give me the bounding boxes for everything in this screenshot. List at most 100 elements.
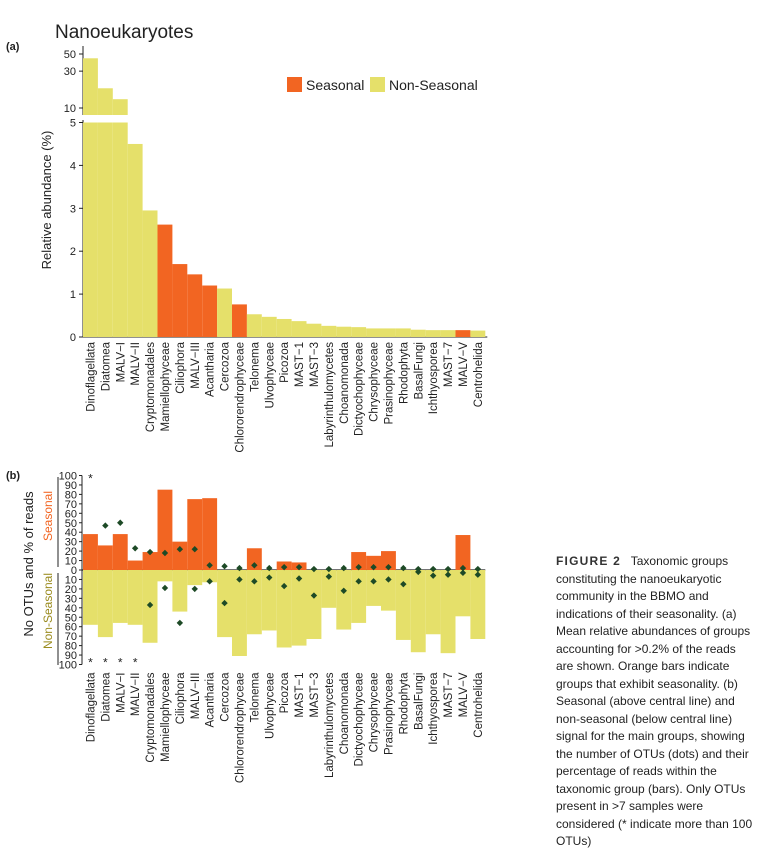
panel-b-x-label-picozoa: Picozoa <box>279 672 291 714</box>
panel-b-tick-label: 90 <box>65 480 77 492</box>
otu-dot-seasonal-malv-i <box>117 519 124 526</box>
panel-a-bars <box>83 58 486 337</box>
legend: Seasonal Non-Seasonal <box>287 77 478 93</box>
bar-ichthyosporea <box>425 330 441 337</box>
bar-cryptomonadales <box>142 210 158 337</box>
bar-dinoflagellata-upper <box>83 58 98 115</box>
nonseasonal-bar-mast-1 <box>291 570 307 646</box>
panel-a-x-label-malv-i: MALV−I <box>115 342 127 382</box>
panel-a-tick-label: 3 <box>70 203 76 215</box>
bar-acantharia <box>202 285 218 337</box>
nonseasonal-bar-picozoa <box>276 570 292 648</box>
bar-choanomonada <box>336 326 352 337</box>
panel-b-x-label-chrysophyceae: Chrysophyceae <box>369 673 381 753</box>
panel-a-x-label-mast-7: MAST−7 <box>443 342 455 387</box>
panel-b-tick-label: 10 <box>65 556 77 568</box>
nonseasonal-bar-malv-ii <box>127 570 143 625</box>
nonseasonal-bar-acantharia <box>202 570 218 583</box>
nonseasonal-bar-centrohelida <box>470 570 486 639</box>
nonseasonal-bar-dinoflagellata <box>83 570 98 625</box>
otu-dot-nonseasonal-telonema <box>251 578 258 585</box>
panel-a-tick-label: 1 <box>70 289 76 301</box>
otu-dot-nonseasonal-acantharia <box>206 578 213 585</box>
figure-title: Nanoeukaryotes <box>55 22 193 43</box>
bar-malv-i <box>112 122 128 337</box>
seasonal-bar-mamiellophyceae <box>157 489 173 570</box>
bar-cercozoa <box>217 288 232 337</box>
panel-b-x-label-centrohelida: Centrohelida <box>473 672 485 738</box>
panel-a-x-label-mamiellophyceae: Mamiellophyceae <box>160 342 172 432</box>
panel-a-x-label-ciliophora: Ciliophora <box>175 341 187 393</box>
panel-b-tick-label: 60 <box>65 508 77 520</box>
panel-b-otu-dots <box>102 519 482 627</box>
panel-b-tick-label: 80 <box>65 489 77 501</box>
otu-dot-nonseasonal-chrysophyceae <box>370 578 377 585</box>
panel-b-bars <box>83 489 486 656</box>
otu-dot-seasonal-cryptomonadales <box>146 548 154 556</box>
nonseasonal-bar-dictyochophyceae <box>351 570 367 623</box>
panel-b-y-axis-label: No OTUs and % of reads <box>21 491 36 637</box>
otu-dot-nonseasonal-dictyochophyceae <box>355 578 362 585</box>
panel-b-x-label-cryptomonadales: Cryptomonadales <box>145 672 157 762</box>
panel-b-tick-label: 80 <box>65 641 77 653</box>
nonseasonal-bar-prasinophyceae <box>381 570 396 611</box>
bar-ulvophyceae <box>261 316 277 337</box>
otu-dot-nonseasonal-cryptomonadales <box>146 601 154 609</box>
otu-dot-seasonal-malv-iii <box>191 546 198 553</box>
panel-a-x-label-mast-3: MAST−3 <box>309 342 321 387</box>
otu-dot-nonseasonal-prasinophyceae <box>385 576 392 583</box>
panel-a-x-label-choanomonada: Choanomonada <box>339 341 351 423</box>
bar-picozoa <box>276 318 292 337</box>
bar-diatomea <box>97 122 113 337</box>
caption-text: Taxonomic groups constituting the nanoeu… <box>556 554 753 848</box>
seasonal-bar-prasinophyceae <box>381 551 396 570</box>
otu-dot-seasonal-cercozoa <box>221 563 228 570</box>
bar-centrohelida <box>470 330 486 337</box>
seasonal-bar-chrysophyceae <box>366 555 381 570</box>
panel-b-tick-label: 100 <box>59 471 77 483</box>
otu-dot-nonseasonal-mast-7 <box>444 571 452 578</box>
bar-mast-1 <box>291 321 307 337</box>
panel-b-tick-label: 30 <box>65 593 77 605</box>
panel-b-tick-label: 20 <box>65 584 77 596</box>
otu-dot-nonseasonal-ichthyosporea <box>429 572 437 579</box>
seasonal-bar-malv-v <box>455 535 471 570</box>
panel-b-x-tick-labels: Dinoflagellata Diatomea MALV−I MALV−II Crypt… <box>85 672 484 783</box>
panel-a-x-label-dinoflagellata: Dinoflagellata <box>85 341 97 411</box>
panel-b-tick-label: 100 <box>59 660 77 672</box>
otu-dot-seasonal-malv-v <box>459 564 467 572</box>
otu-dot-seasonal-dictyochophyceae <box>355 563 362 571</box>
seasonal-bar-malv-i <box>112 534 128 570</box>
bar-malv-iii <box>187 274 203 337</box>
bar-labyrinthulomycetes <box>321 325 337 337</box>
panel-b-tick-label: 90 <box>65 650 77 662</box>
panel-b-tick-label: 70 <box>65 499 77 511</box>
star-seasonal-dinoflagellata: * <box>88 472 93 486</box>
panel-b-stars: * * * * * <box>88 472 138 670</box>
bar-rhodophyta <box>395 328 411 337</box>
panel-b-x-label-mast-3: MAST−3 <box>309 673 321 718</box>
bar-ciliophora <box>172 264 188 337</box>
panel-a-x-label-chlororendrophyceae: Chlororendrophyceae <box>234 342 246 453</box>
star-nonseasonal-diatomea: * <box>103 656 108 670</box>
otu-dot-seasonal-diatomea <box>102 522 109 529</box>
panel-b-x-label-mamiellophyceae: Mamiellophyceae <box>160 673 172 763</box>
panel-a-x-label-dictyochophyceae: Dictyochophyceae <box>354 342 366 436</box>
seasonal-bar-ciliophora <box>172 541 188 570</box>
otu-dot-seasonal-chrysophyceae <box>370 563 377 571</box>
nonseasonal-bar-ulvophyceae <box>261 570 277 631</box>
panel-b-tick-label: 40 <box>65 603 77 615</box>
panel-b-x-label-cercozoa: Cercozoa <box>220 672 232 722</box>
panel-b-x-label-dictyochophyceae: Dictyochophyceae <box>354 673 366 767</box>
seasonal-bar-dinoflagellata <box>83 534 98 570</box>
panel-a-bar-chart: Relative abundance (%) 10 30 50 0 1 2 3 4 5 Dino… <box>39 46 488 453</box>
nonseasonal-bar-malv-i <box>112 570 128 623</box>
bar-malv-i-upper <box>112 99 128 115</box>
nonseasonal-bar-ciliophora <box>172 570 188 612</box>
panel-a-x-label-malv-ii: MALV−II <box>130 342 142 386</box>
panel-b-x-label-diatomea: Diatomea <box>100 672 112 722</box>
panel-b-tick-label: 10 <box>65 574 77 586</box>
panel-b-tick-label: 60 <box>65 622 77 634</box>
bar-telonema <box>246 314 262 337</box>
nonseasonal-bar-malv-v <box>455 570 471 617</box>
